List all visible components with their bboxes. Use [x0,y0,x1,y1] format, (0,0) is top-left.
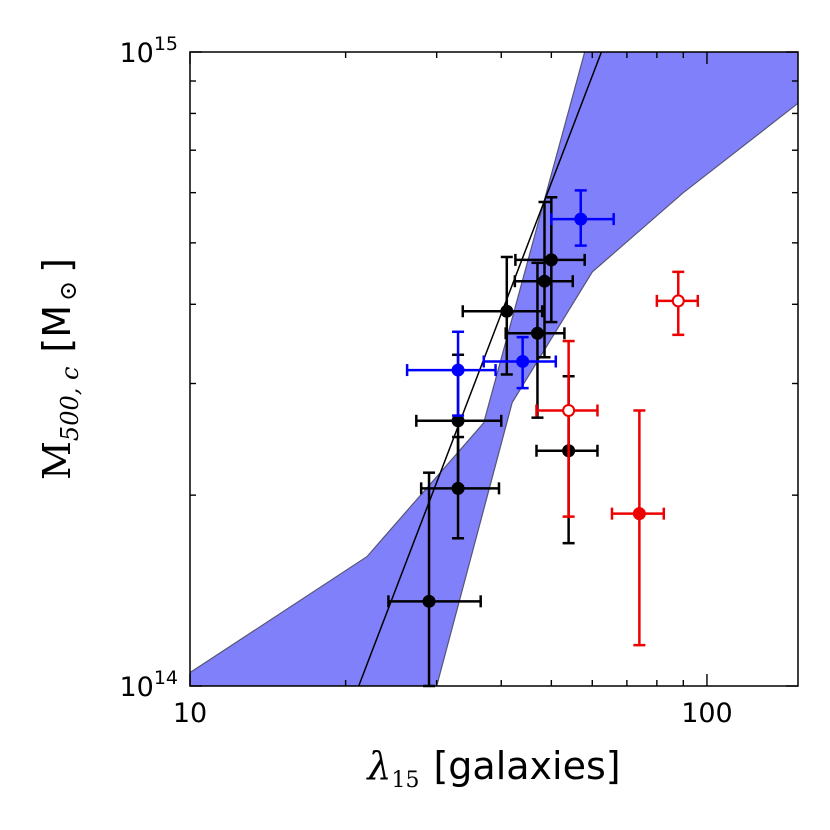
marker [451,363,465,377]
y-axis-units-close: ] [35,258,79,273]
y-tick-label: 1015 [119,33,178,69]
marker [632,507,646,521]
marker [516,354,530,368]
x-axis-title: λ15 [galaxies] [365,744,620,793]
data-points-layer [387,189,700,688]
marker [451,414,465,428]
marker [574,212,588,226]
y-tick-label: 1014 [119,667,178,703]
fit-confidence-band-layer [190,52,798,686]
data-point-red [535,339,599,518]
y-tick-label-base: 10 [119,672,153,703]
y-axis-title: M500, c [M ⊙] [35,258,84,480]
data-point-blue [550,189,615,247]
marker [671,294,685,308]
marker [544,253,558,267]
marker [538,274,552,288]
data-point-black [504,261,566,419]
x-tick-label: 10 [173,698,207,729]
x-tick-label: 100 [681,698,733,729]
x-axis-symbol: λ [365,744,391,788]
data-point-blue [482,335,558,390]
marker [530,326,544,340]
y-tick-label-exponent: 15 [154,33,178,55]
y-axis-units: [M [35,305,79,353]
plot-frame [189,51,799,687]
y-tick-label-base: 10 [119,38,153,69]
marker [422,594,436,608]
y-tick-label-exponent: 14 [154,667,178,689]
data-point-black [535,375,599,545]
axis-ticks-layer [189,51,798,687]
x-axis-units: [galaxies] [433,744,620,788]
data-point-red-filled [610,409,666,647]
data-point-black [461,255,544,376]
y-axis-subscript: 500, c [56,367,84,442]
fit-confidence-band [190,52,798,686]
y-axis-symbol: M [35,441,79,480]
marker [562,403,576,417]
data-point-red [655,270,700,337]
y-axis-units-symbol: ⊙ [54,281,82,301]
data-point-blue [405,330,497,417]
marker [500,304,514,318]
x-axis-subscript: 15 [391,768,419,793]
data-point-black [387,471,482,688]
data-point-black [513,200,574,359]
